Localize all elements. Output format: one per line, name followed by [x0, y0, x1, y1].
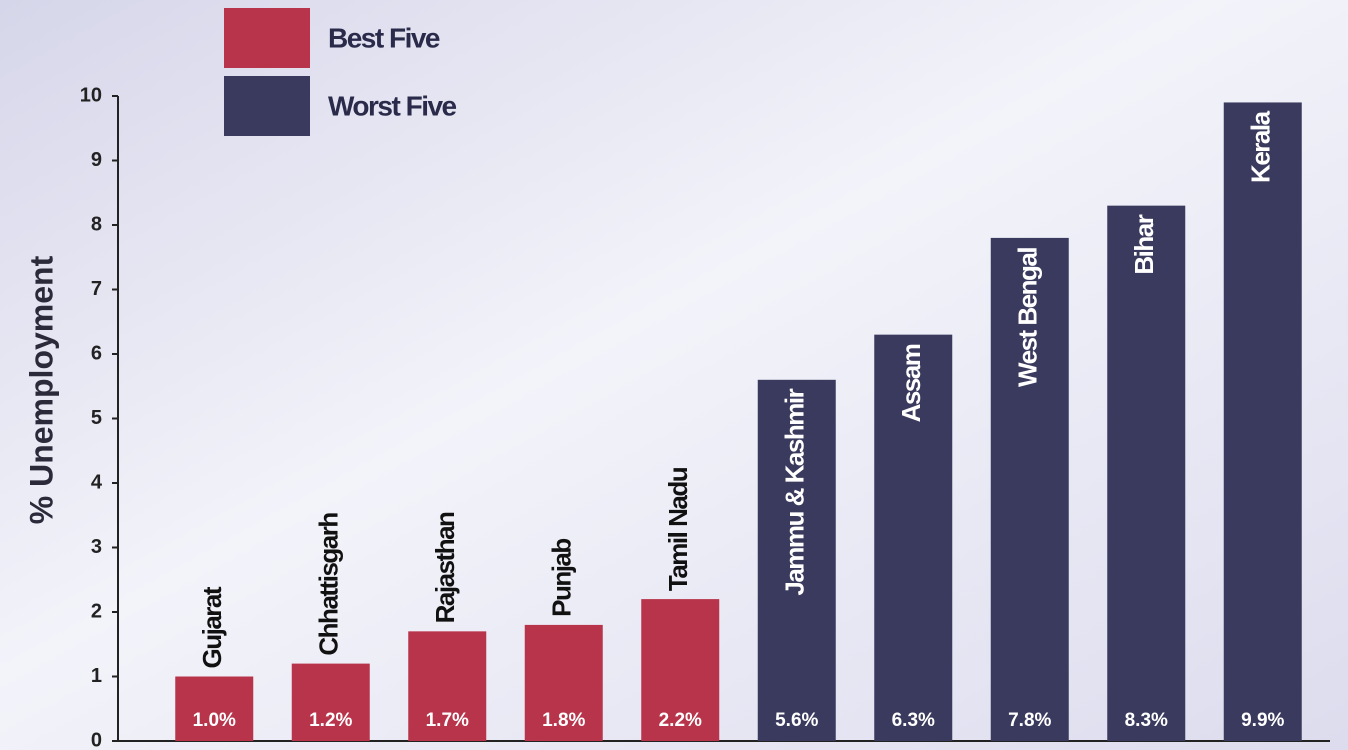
bar — [1107, 205, 1186, 741]
bar — [524, 624, 603, 741]
bar — [408, 631, 487, 741]
value-label: 5.6% — [775, 710, 818, 731]
legend-label: Worst Five — [328, 90, 457, 121]
category-label: Assam — [896, 344, 926, 422]
legend-label: Best Five — [328, 22, 440, 53]
value-label: 7.8% — [1008, 710, 1051, 731]
value-label: 9.9% — [1241, 710, 1284, 731]
y-tick-label: 0 — [91, 729, 102, 750]
bar — [175, 676, 254, 741]
category-label: Jammu & Kashmir — [780, 388, 810, 595]
y-tick-label: 5 — [91, 407, 102, 429]
category-label: Punjab — [547, 539, 577, 617]
y-tick-label: 8 — [91, 213, 102, 235]
value-label: 6.3% — [892, 710, 935, 731]
value-label: 1.0% — [193, 710, 236, 731]
y-tick-label: 10 — [80, 84, 102, 106]
bar — [641, 599, 720, 741]
y-tick-label: 6 — [91, 342, 102, 364]
bar — [1223, 102, 1302, 741]
y-tick-label: 9 — [91, 149, 102, 171]
y-tick-label: 2 — [91, 600, 102, 622]
category-label: Tamil Nadu — [663, 467, 693, 591]
category-label: West Bengal — [1013, 248, 1043, 387]
value-label: 8.3% — [1125, 710, 1168, 731]
value-label: 1.7% — [426, 710, 469, 731]
value-label: 1.8% — [542, 710, 585, 731]
y-tick-label: 1 — [91, 665, 102, 687]
category-label: Gujarat — [197, 586, 227, 668]
y-tick-label: 7 — [91, 278, 102, 300]
y-axis-title: % Unemployment — [23, 255, 59, 524]
legend-swatch — [224, 8, 310, 68]
value-label: 2.2% — [659, 710, 702, 731]
y-tick-label: 3 — [91, 536, 102, 558]
bar — [874, 334, 953, 741]
bar — [291, 663, 370, 741]
category-label: Chhattisgarh — [314, 513, 344, 656]
y-tick-label: 4 — [91, 471, 103, 493]
category-label: Kerala — [1246, 110, 1276, 183]
value-label: 1.2% — [309, 710, 352, 731]
bar — [757, 379, 836, 741]
bar — [990, 237, 1069, 741]
category-label: Rajasthan — [430, 512, 460, 623]
legend-swatch — [224, 76, 310, 136]
category-label: Bihar — [1129, 214, 1159, 274]
